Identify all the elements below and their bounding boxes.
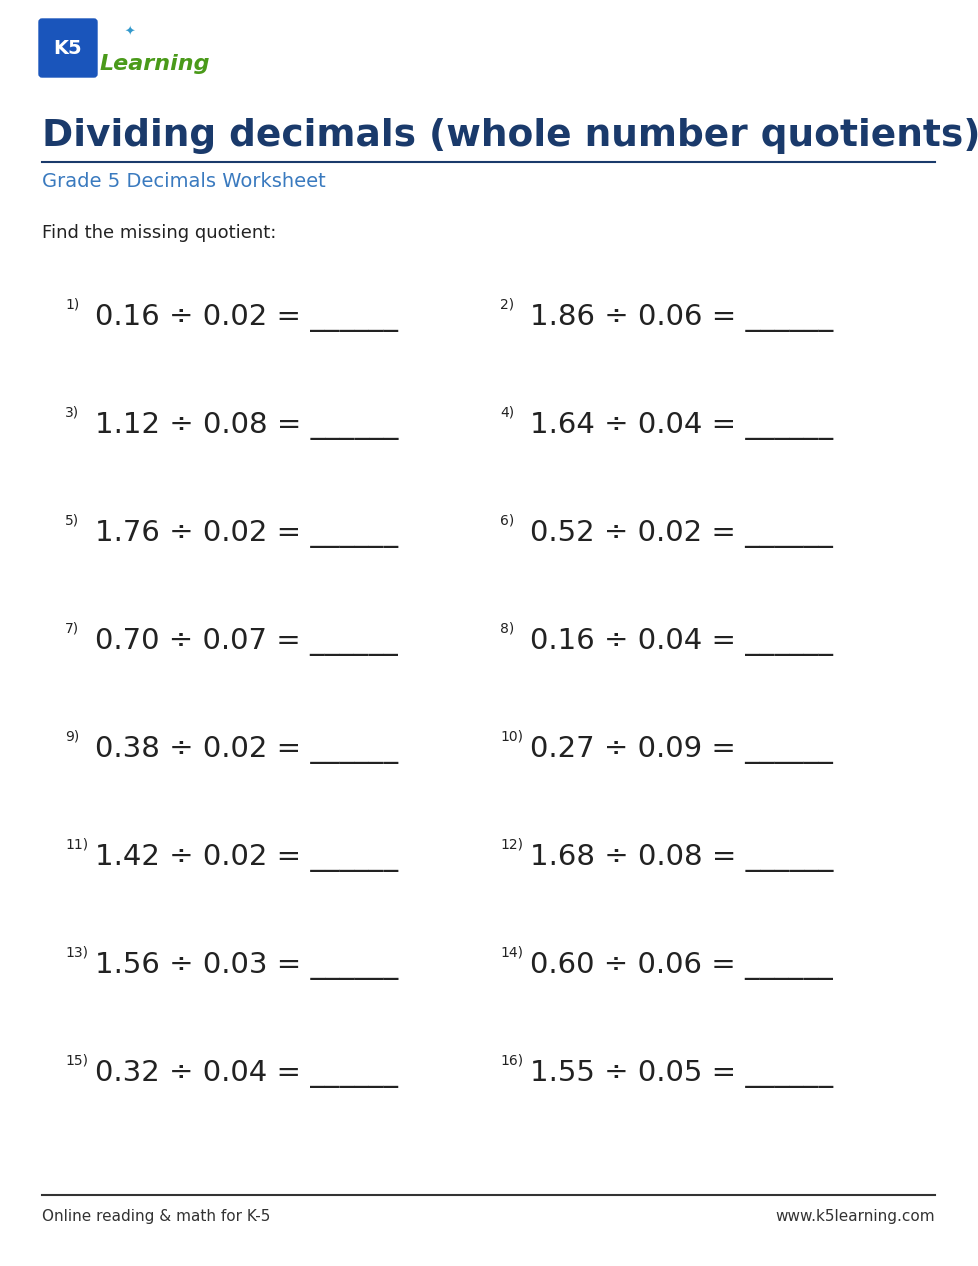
Text: 13): 13) bbox=[65, 946, 88, 960]
Text: 5): 5) bbox=[65, 514, 79, 528]
Text: Grade 5 Decimals Worksheet: Grade 5 Decimals Worksheet bbox=[42, 172, 326, 191]
Text: Learning: Learning bbox=[100, 54, 210, 73]
Text: K5: K5 bbox=[54, 38, 82, 57]
Text: 0.60 ÷ 0.06 = ______: 0.60 ÷ 0.06 = ______ bbox=[529, 952, 832, 980]
Text: Online reading & math for K-5: Online reading & math for K-5 bbox=[42, 1209, 270, 1224]
Text: 1.76 ÷ 0.02 = ______: 1.76 ÷ 0.02 = ______ bbox=[95, 520, 398, 548]
Text: ✦: ✦ bbox=[124, 25, 135, 38]
Text: 1): 1) bbox=[65, 298, 79, 311]
Text: Dividing decimals (whole number quotients): Dividing decimals (whole number quotient… bbox=[42, 118, 978, 154]
Text: 0.32 ÷ 0.04 = ______: 0.32 ÷ 0.04 = ______ bbox=[95, 1060, 398, 1087]
Text: 0.27 ÷ 0.09 = ______: 0.27 ÷ 0.09 = ______ bbox=[529, 736, 832, 763]
Text: 1.86 ÷ 0.06 = ______: 1.86 ÷ 0.06 = ______ bbox=[529, 304, 832, 332]
Text: 15): 15) bbox=[65, 1055, 88, 1069]
Text: 10): 10) bbox=[500, 730, 522, 744]
Text: 2): 2) bbox=[500, 298, 513, 311]
Text: 0.16 ÷ 0.02 = ______: 0.16 ÷ 0.02 = ______ bbox=[95, 304, 398, 332]
Text: 1.55 ÷ 0.05 = ______: 1.55 ÷ 0.05 = ______ bbox=[529, 1060, 832, 1087]
Text: 0.70 ÷ 0.07 = ______: 0.70 ÷ 0.07 = ______ bbox=[95, 628, 397, 656]
Text: 6): 6) bbox=[500, 514, 513, 528]
Text: 12): 12) bbox=[500, 838, 522, 852]
Text: 1.12 ÷ 0.08 = ______: 1.12 ÷ 0.08 = ______ bbox=[95, 411, 398, 441]
Text: 7): 7) bbox=[65, 622, 79, 636]
Text: 8): 8) bbox=[500, 622, 513, 636]
Text: www.k5learning.com: www.k5learning.com bbox=[775, 1209, 934, 1224]
Text: 1.42 ÷ 0.02 = ______: 1.42 ÷ 0.02 = ______ bbox=[95, 844, 398, 872]
Text: 0.16 ÷ 0.04 = ______: 0.16 ÷ 0.04 = ______ bbox=[529, 628, 832, 656]
Text: 14): 14) bbox=[500, 946, 522, 960]
Text: 11): 11) bbox=[65, 838, 88, 852]
FancyBboxPatch shape bbox=[39, 19, 97, 77]
Text: 0.38 ÷ 0.02 = ______: 0.38 ÷ 0.02 = ______ bbox=[95, 736, 398, 763]
Text: 1.56 ÷ 0.03 = ______: 1.56 ÷ 0.03 = ______ bbox=[95, 952, 398, 980]
Text: 1.68 ÷ 0.08 = ______: 1.68 ÷ 0.08 = ______ bbox=[529, 844, 832, 872]
Text: 0.52 ÷ 0.02 = ______: 0.52 ÷ 0.02 = ______ bbox=[529, 520, 832, 548]
Text: 4): 4) bbox=[500, 406, 513, 420]
Text: Find the missing quotient:: Find the missing quotient: bbox=[42, 224, 276, 242]
Text: 1.64 ÷ 0.04 = ______: 1.64 ÷ 0.04 = ______ bbox=[529, 411, 832, 441]
Text: 16): 16) bbox=[500, 1055, 522, 1069]
Text: 3): 3) bbox=[65, 406, 79, 420]
Text: 9): 9) bbox=[65, 730, 79, 744]
